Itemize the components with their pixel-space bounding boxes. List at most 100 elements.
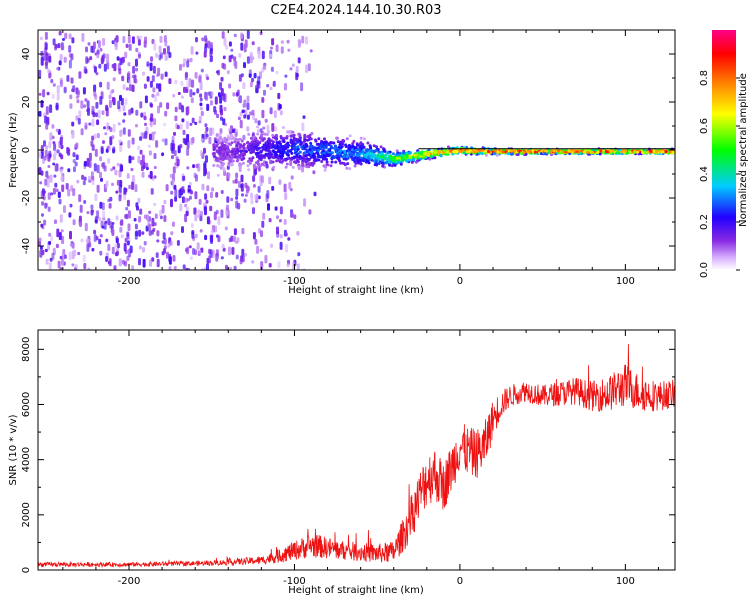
y-tick-label: 8000 [21, 337, 32, 362]
spectrogram-cell [144, 95, 148, 104]
spectrogram-cell [433, 156, 437, 160]
spectrogram-cell [54, 43, 58, 49]
spectrogram-cell [198, 74, 202, 84]
spectrogram-cell [150, 188, 154, 195]
spectrogram-cell [95, 236, 99, 241]
spectrogram-cell [211, 249, 215, 259]
spectrogram-cell [117, 122, 121, 126]
spectrogram-cell [93, 234, 97, 242]
spectrogram-cell [182, 264, 186, 270]
spectrogram-cell [99, 81, 103, 88]
spectrogram-cell [55, 243, 59, 249]
spectrogram-cell [71, 88, 74, 93]
spectrogram-cell [405, 155, 409, 158]
spectrogram-cell [292, 133, 296, 137]
spectrogram-cell [231, 247, 235, 255]
spectrogram-cell [66, 147, 70, 154]
spectrogram-cell [80, 238, 84, 243]
spectrogram-cell [269, 53, 273, 58]
spectrogram-cell [99, 171, 102, 179]
spectrogram-cell [59, 214, 63, 223]
spectrogram-cell [103, 165, 107, 172]
spectrogram-cell [190, 223, 194, 228]
spectrogram-cell [206, 103, 210, 111]
spectrogram-cell [267, 130, 271, 134]
spectrogram-cell [152, 65, 156, 74]
spectrogram-cell [216, 113, 220, 119]
spectrogram-cell [149, 117, 153, 121]
spectrogram-cell [303, 147, 307, 151]
spectrogram-cell [268, 176, 272, 185]
spectrogram-cell [446, 151, 450, 155]
spectrogram-cell [176, 240, 180, 246]
spectrogram-cell [142, 71, 145, 76]
spectrogram-cell [336, 156, 340, 160]
spectrogram-cell [185, 267, 189, 270]
spectrogram-cell [68, 251, 72, 261]
colorbar-tick-label: 0.4 [699, 166, 710, 182]
spectrogram-cell [83, 262, 87, 270]
spectrogram-cell [137, 155, 141, 164]
spectrogram-cell [44, 202, 48, 208]
spectrogram-cell [233, 140, 237, 144]
spectrogram-cell [61, 184, 65, 192]
spectrogram-cell [44, 248, 48, 253]
spectrogram-cell [114, 244, 118, 248]
spectrogram-cell [117, 100, 121, 110]
spectrogram-cell [179, 203, 183, 212]
spectrogram-cell [170, 231, 174, 236]
spectrogram-cell [224, 226, 228, 231]
spectrogram-cell [250, 192, 253, 199]
spectrogram-cell [248, 161, 252, 165]
spectrogram-cell [346, 162, 350, 166]
spectrogram-cell [48, 55, 52, 63]
spectrogram-cell [196, 242, 200, 250]
spectrogram-cell [245, 185, 249, 194]
spectrogram-cell [295, 158, 299, 162]
spectrogram-cell [303, 139, 307, 143]
spectrogram-cell [337, 145, 341, 149]
spectrogram-cell [61, 44, 65, 51]
spectrogram-cell [170, 190, 174, 195]
spectrogram-cell [220, 256, 224, 260]
spectrogram-cell [162, 232, 166, 240]
spectrogram-cell [76, 90, 80, 98]
spectrogram-cell [259, 182, 263, 186]
spectrogram-cell [128, 155, 132, 164]
spectrogram-cell [320, 143, 324, 147]
spectrogram-cell [134, 223, 138, 230]
spectrogram-cell [191, 79, 195, 88]
spectrogram-cell [45, 145, 49, 150]
spectrogram-cell [131, 74, 135, 79]
spectrogram-cell [138, 216, 142, 223]
spectrogram-cell [305, 153, 309, 157]
spectrogram-cell [219, 155, 223, 159]
spectrogram-cell [277, 141, 281, 145]
spectrogram-cell [220, 209, 224, 218]
spectrogram-cell [282, 140, 286, 144]
spectrogram-cell [374, 154, 378, 158]
spectrogram-cell [137, 38, 141, 46]
spectrogram-cell [240, 174, 244, 183]
spectrogram-cell [59, 255, 63, 260]
spectrogram-cell [323, 168, 327, 172]
spectrogram-cell [279, 234, 283, 239]
spectrogram-cell [201, 37, 205, 42]
spectrogram-cell [233, 235, 236, 243]
spectrogram-cell [343, 163, 347, 167]
spectrogram-cell [271, 123, 275, 132]
spectrogram-cell [107, 158, 111, 164]
spectrogram-cell [643, 151, 647, 155]
spectrogram-cell [322, 154, 326, 158]
spectrogram-cell [366, 156, 370, 160]
spectrogram-cell [246, 30, 250, 39]
spectrogram-cell [263, 89, 266, 96]
spectrogram-cell [249, 158, 252, 162]
spectrogram-cell [223, 37, 227, 46]
spectrogram-cell [251, 260, 255, 264]
spectrogram-cell [212, 155, 216, 158]
spectrogram-cell [127, 71, 131, 80]
spectrogram-cell [216, 173, 220, 177]
spectrogram-cell [172, 166, 176, 174]
